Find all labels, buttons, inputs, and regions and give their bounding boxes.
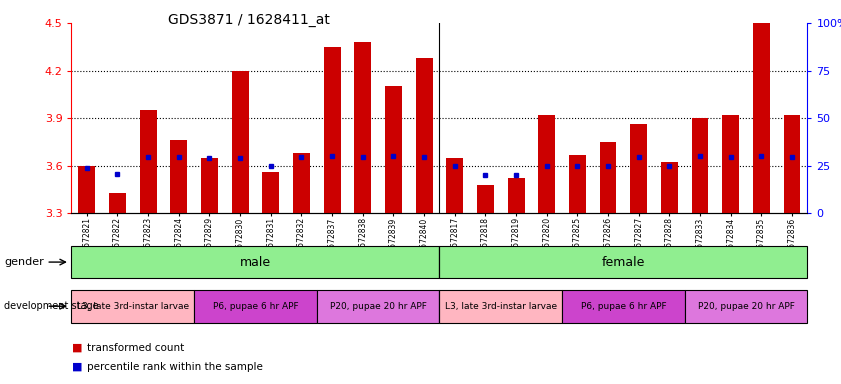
Text: gender: gender bbox=[4, 257, 44, 267]
Bar bbox=[324, 47, 341, 213]
Text: L3, late 3rd-instar larvae: L3, late 3rd-instar larvae bbox=[445, 302, 557, 311]
Bar bbox=[562, 290, 685, 323]
Text: P20, pupae 20 hr APF: P20, pupae 20 hr APF bbox=[697, 302, 795, 311]
Bar bbox=[538, 115, 555, 213]
Bar bbox=[477, 185, 494, 213]
Bar bbox=[109, 192, 126, 213]
Bar bbox=[722, 115, 739, 213]
Bar bbox=[194, 290, 317, 323]
Bar bbox=[385, 86, 402, 213]
Bar bbox=[439, 290, 562, 323]
Bar bbox=[691, 118, 708, 213]
Bar bbox=[439, 246, 807, 278]
Bar bbox=[508, 178, 525, 213]
Text: development stage: development stage bbox=[4, 301, 99, 311]
Bar bbox=[600, 142, 616, 213]
Bar bbox=[317, 290, 439, 323]
Bar bbox=[201, 158, 218, 213]
Text: female: female bbox=[601, 256, 645, 268]
Bar bbox=[293, 153, 309, 213]
Bar bbox=[447, 158, 463, 213]
Bar bbox=[630, 124, 648, 213]
Text: male: male bbox=[240, 256, 271, 268]
Bar bbox=[753, 23, 770, 213]
Text: P6, pupae 6 hr APF: P6, pupae 6 hr APF bbox=[213, 302, 299, 311]
Bar bbox=[415, 58, 432, 213]
Bar bbox=[71, 290, 194, 323]
Text: P20, pupae 20 hr APF: P20, pupae 20 hr APF bbox=[330, 302, 426, 311]
Text: transformed count: transformed count bbox=[87, 343, 184, 353]
Bar bbox=[171, 140, 188, 213]
Text: percentile rank within the sample: percentile rank within the sample bbox=[87, 362, 262, 372]
Text: ■: ■ bbox=[71, 343, 82, 353]
Bar bbox=[78, 166, 95, 213]
Bar bbox=[71, 246, 439, 278]
Bar bbox=[231, 71, 249, 213]
Bar bbox=[569, 154, 586, 213]
Bar bbox=[140, 110, 156, 213]
Bar bbox=[784, 115, 801, 213]
Text: GDS3871 / 1628411_at: GDS3871 / 1628411_at bbox=[168, 13, 330, 27]
Text: ■: ■ bbox=[71, 362, 82, 372]
Bar bbox=[354, 42, 371, 213]
Bar bbox=[262, 172, 279, 213]
Bar bbox=[685, 290, 807, 323]
Bar bbox=[661, 162, 678, 213]
Text: P6, pupae 6 hr APF: P6, pupae 6 hr APF bbox=[580, 302, 666, 311]
Text: L3, late 3rd-instar larvae: L3, late 3rd-instar larvae bbox=[77, 302, 189, 311]
